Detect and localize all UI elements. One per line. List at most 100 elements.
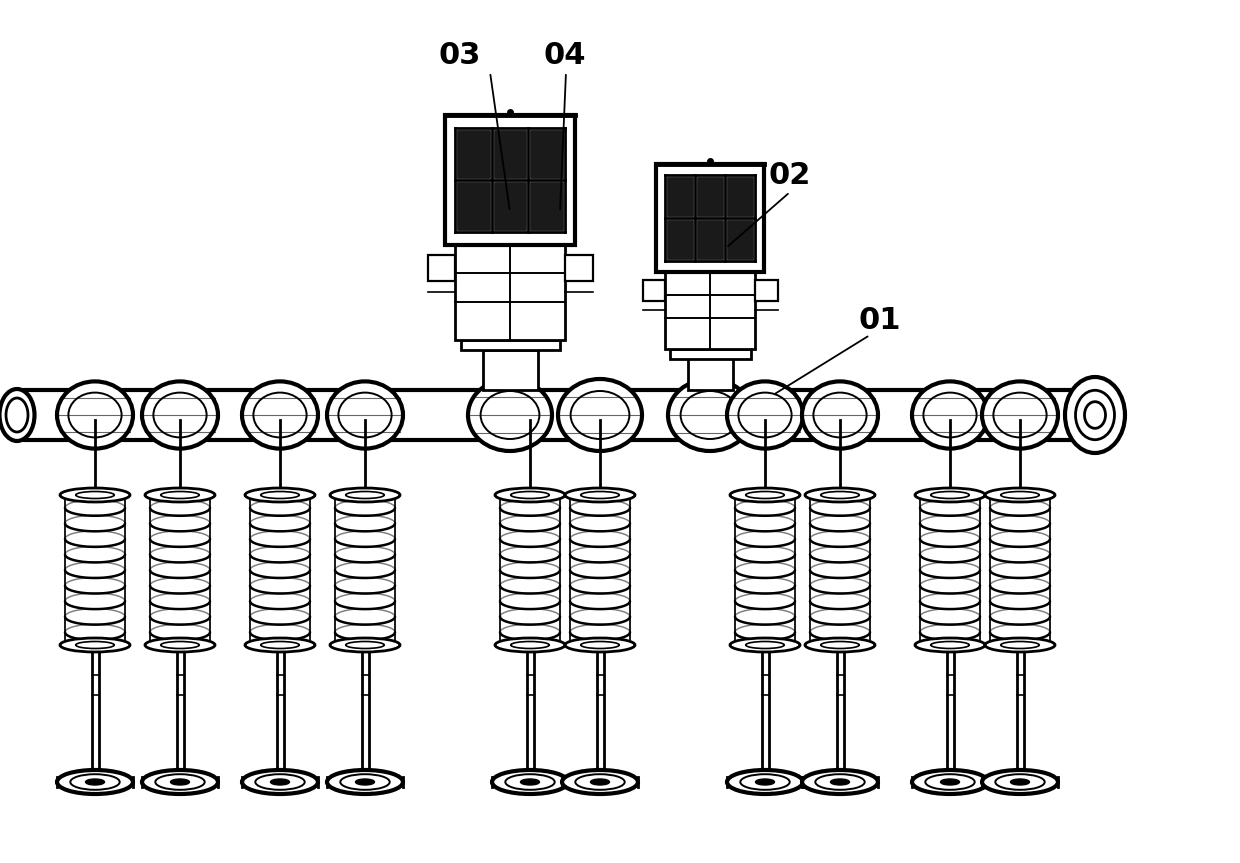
Ellipse shape — [161, 492, 200, 499]
Bar — [458, 182, 490, 230]
Ellipse shape — [805, 638, 875, 652]
Bar — [665, 272, 755, 349]
Ellipse shape — [911, 770, 988, 794]
Bar — [531, 182, 563, 230]
Bar — [494, 182, 526, 230]
Ellipse shape — [492, 770, 568, 794]
Ellipse shape — [985, 488, 1055, 502]
Ellipse shape — [821, 641, 859, 648]
Ellipse shape — [1001, 641, 1039, 648]
Ellipse shape — [802, 381, 878, 449]
Ellipse shape — [143, 770, 218, 794]
Bar — [727, 220, 754, 259]
Ellipse shape — [171, 779, 190, 785]
Ellipse shape — [727, 770, 804, 794]
Ellipse shape — [982, 770, 1058, 794]
Ellipse shape — [154, 393, 207, 438]
Ellipse shape — [253, 393, 306, 438]
Ellipse shape — [481, 391, 539, 439]
Ellipse shape — [730, 488, 800, 502]
Ellipse shape — [982, 381, 1058, 449]
Bar — [460, 340, 559, 350]
Ellipse shape — [911, 381, 988, 449]
Ellipse shape — [1065, 377, 1125, 453]
Ellipse shape — [821, 492, 859, 499]
Ellipse shape — [668, 379, 751, 451]
Bar — [531, 130, 563, 178]
Ellipse shape — [60, 488, 130, 502]
Ellipse shape — [802, 770, 878, 794]
Ellipse shape — [161, 641, 200, 648]
Ellipse shape — [590, 779, 610, 785]
Bar — [445, 115, 575, 245]
Ellipse shape — [562, 770, 639, 794]
Bar — [642, 280, 665, 301]
Ellipse shape — [565, 488, 635, 502]
Ellipse shape — [745, 641, 784, 648]
Ellipse shape — [242, 770, 317, 794]
Ellipse shape — [60, 638, 130, 652]
Text: 01: 01 — [859, 306, 901, 335]
Bar — [697, 177, 723, 216]
Text: 03: 03 — [439, 41, 481, 70]
Ellipse shape — [730, 638, 800, 652]
Ellipse shape — [521, 779, 539, 785]
Ellipse shape — [242, 381, 317, 449]
Bar — [428, 255, 455, 281]
Ellipse shape — [260, 641, 299, 648]
Bar — [687, 358, 733, 390]
Ellipse shape — [327, 381, 403, 449]
Ellipse shape — [755, 779, 775, 785]
Ellipse shape — [511, 492, 549, 499]
Ellipse shape — [831, 779, 849, 785]
Ellipse shape — [0, 389, 35, 441]
Ellipse shape — [580, 641, 619, 648]
Ellipse shape — [570, 391, 630, 439]
Ellipse shape — [76, 641, 114, 648]
Ellipse shape — [339, 393, 392, 438]
Bar — [565, 255, 593, 281]
Bar — [494, 130, 526, 178]
Ellipse shape — [1011, 779, 1029, 785]
Ellipse shape — [346, 641, 384, 648]
Ellipse shape — [246, 638, 315, 652]
Ellipse shape — [813, 393, 867, 438]
Ellipse shape — [993, 393, 1047, 438]
Ellipse shape — [346, 492, 384, 499]
Ellipse shape — [495, 638, 565, 652]
Ellipse shape — [495, 488, 565, 502]
Bar — [458, 130, 490, 178]
Ellipse shape — [940, 779, 960, 785]
Ellipse shape — [1001, 492, 1039, 499]
Ellipse shape — [727, 381, 804, 449]
Bar — [667, 220, 693, 259]
Ellipse shape — [511, 641, 549, 648]
Ellipse shape — [985, 638, 1055, 652]
Ellipse shape — [467, 379, 552, 451]
Ellipse shape — [924, 393, 977, 438]
Ellipse shape — [558, 379, 642, 451]
Text: 02: 02 — [769, 161, 811, 190]
Ellipse shape — [915, 638, 985, 652]
Bar — [697, 220, 723, 259]
Ellipse shape — [931, 492, 970, 499]
Bar — [727, 177, 754, 216]
Bar — [755, 280, 777, 301]
Bar — [482, 350, 537, 390]
Bar — [670, 349, 750, 358]
Ellipse shape — [580, 492, 619, 499]
Ellipse shape — [260, 492, 299, 499]
Ellipse shape — [86, 779, 104, 785]
Ellipse shape — [270, 779, 289, 785]
Ellipse shape — [915, 488, 985, 502]
Text: 04: 04 — [544, 41, 587, 70]
Ellipse shape — [565, 638, 635, 652]
Bar — [667, 177, 693, 216]
Ellipse shape — [805, 488, 875, 502]
Ellipse shape — [57, 770, 133, 794]
Ellipse shape — [57, 381, 133, 449]
Bar — [25, 390, 1090, 440]
Ellipse shape — [330, 488, 401, 502]
Bar — [656, 164, 764, 272]
Bar — [455, 245, 565, 340]
